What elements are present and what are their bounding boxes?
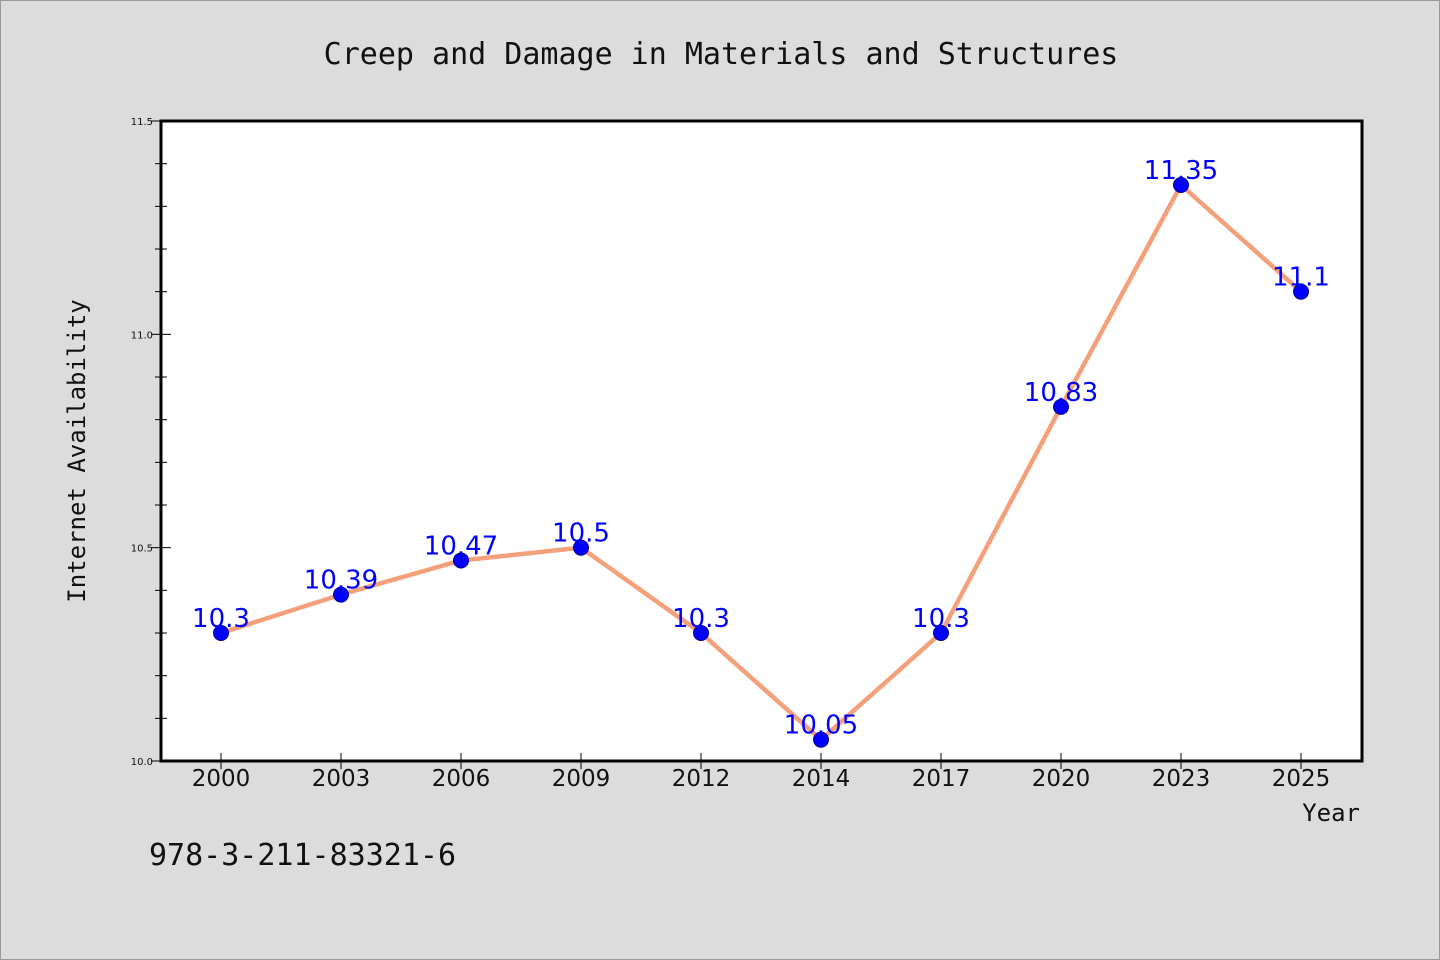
- y-tick-label: 10.0: [131, 757, 153, 768]
- y-tick-label: 11.0: [131, 330, 153, 341]
- data-point: [813, 731, 829, 748]
- data-label: 10.83: [1024, 378, 1098, 408]
- y-tick-label: 10.5: [131, 544, 153, 555]
- data-point: [573, 539, 589, 556]
- data-label: 11.1: [1272, 263, 1330, 293]
- x-tick-label: 2014: [792, 766, 851, 792]
- data-label: 10.3: [192, 604, 250, 634]
- x-tick-label: 2006: [432, 766, 491, 792]
- data-point: [933, 625, 949, 641]
- chart-title: Creep and Damage in Materials and Struct…: [324, 37, 1119, 72]
- y-tick-label: 11.5: [131, 117, 153, 128]
- series-layer: [213, 177, 1309, 748]
- x-tick-label: 2025: [1272, 766, 1331, 792]
- isbn-text: 978-3-211-83321-6: [149, 838, 456, 873]
- x-axis-label: Year: [1302, 799, 1360, 827]
- y-axis-label: Internet Availability: [63, 299, 91, 602]
- x-tick-label: 2017: [912, 766, 971, 792]
- x-tick-label: 2020: [1032, 766, 1091, 792]
- data-label: 10.5: [552, 519, 610, 549]
- x-tick-label: 2000: [192, 766, 251, 792]
- data-point: [213, 625, 229, 641]
- x-axis: 2000 2003 2006 2009 2012 2014 2017 2020 2023 2025: [192, 753, 1331, 792]
- data-point: [333, 586, 349, 603]
- x-tick-label: 2009: [552, 766, 611, 792]
- data-point: [693, 625, 709, 641]
- data-label: 10.47: [424, 531, 498, 561]
- data-point: [1293, 283, 1309, 300]
- data-label: 11.35: [1144, 156, 1218, 186]
- data-point: [1053, 398, 1069, 415]
- data-point: [1173, 177, 1189, 193]
- data-labels-layer: 10.3 10.39 10.47 10.5 10.3 10.05 10.3 10.83 11.3…: [192, 156, 1330, 741]
- data-label: 10.3: [912, 604, 970, 634]
- data-point: [453, 552, 469, 569]
- series-line: [218, 182, 1304, 742]
- x-tick-label: 2012: [672, 766, 731, 792]
- data-label: 10.3: [672, 604, 730, 634]
- plot-border: [159, 119, 1364, 763]
- plot-area: [161, 121, 1362, 761]
- x-tick-label: 2003: [312, 766, 371, 792]
- data-label: 10.05: [784, 711, 858, 741]
- data-label: 10.39: [304, 566, 378, 596]
- x-tick-label: 2023: [1152, 766, 1211, 792]
